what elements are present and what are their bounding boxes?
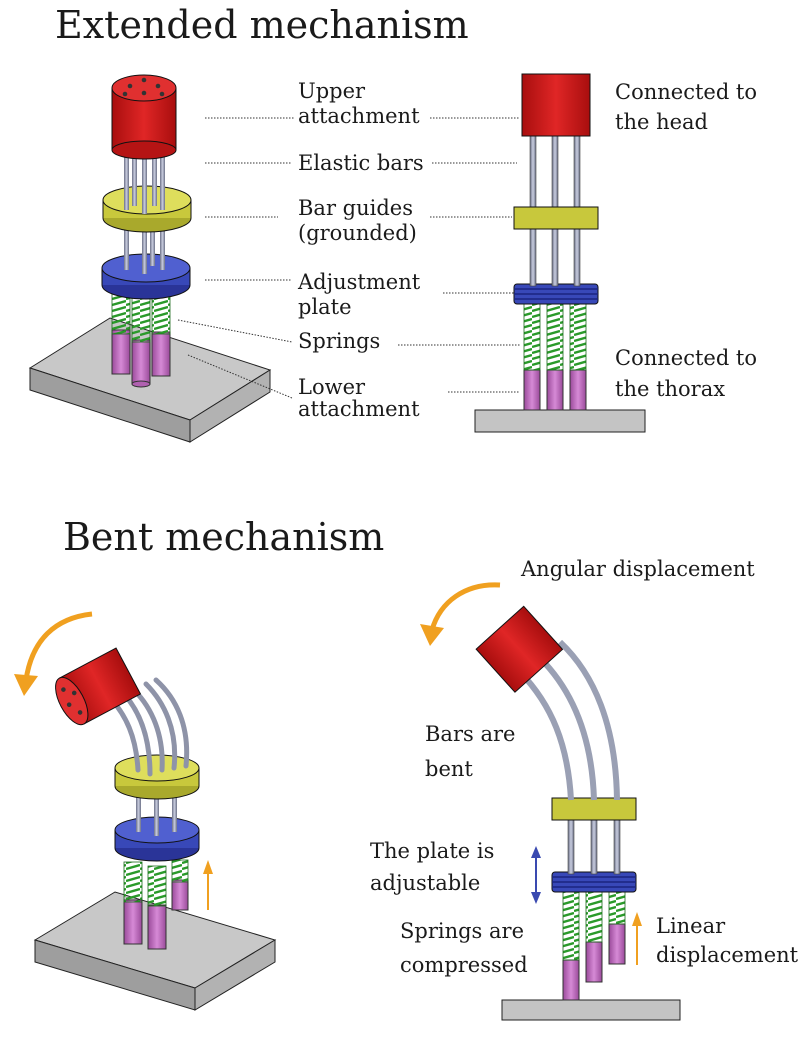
iso-angular-arrowhead	[14, 674, 38, 696]
label-springs: Springs	[298, 329, 380, 353]
iso-springs	[111, 287, 171, 343]
bent-side-adjustment-plate	[551, 871, 637, 893]
bent-iso-upper-attachment	[55, 647, 142, 726]
label-bar-guides-line2: (grounded)	[298, 221, 417, 245]
bent-iso-lower-attachment	[123, 879, 189, 950]
iso-lower-attachment	[111, 329, 171, 388]
label-head-line1: Connected to	[615, 80, 757, 104]
label-linear-displacement-line1: Linear	[656, 914, 726, 938]
bent-side-upper-attachment	[475, 605, 564, 693]
bent-iso-model	[14, 611, 277, 1011]
side-upper-attachment	[521, 73, 591, 137]
side-base-plate	[474, 409, 646, 433]
extended-leader-lines	[177, 117, 520, 399]
extended-side-view	[474, 73, 646, 433]
extended-title: Extended mechanism	[55, 3, 469, 47]
bent-iso-bars-lower	[136, 792, 177, 836]
label-bars-bent-line2: bent	[425, 757, 473, 781]
label-head-line2: the head	[615, 110, 708, 134]
label-upper-attachment-line1: Upper	[298, 79, 366, 103]
iso-upper-attachment	[111, 74, 177, 160]
label-angular-displacement: Angular displacement	[520, 557, 755, 581]
side-adjustment-plate	[513, 283, 599, 305]
label-adjustment-plate-line2: plate	[298, 295, 352, 319]
side-angular-arrowhead	[420, 624, 444, 646]
bent-side-bar-guide	[551, 797, 637, 821]
extended-iso-model	[28, 74, 272, 443]
label-elastic-bars: Elastic bars	[298, 151, 424, 175]
label-linear-displacement-line2: displacement	[656, 943, 799, 967]
iso-adjustment-plate	[101, 253, 191, 300]
label-lower-attachment-line1: Lower	[298, 375, 366, 399]
label-springs-compressed-line2: compressed	[400, 953, 528, 977]
side-lower-attachment	[523, 369, 587, 411]
label-plate-adjustable-line1: The plate is	[370, 839, 494, 863]
iso-angular-arrow	[23, 611, 93, 681]
side-linear-arrowhead	[632, 912, 642, 926]
plate-adjust-arrowhead-down	[531, 892, 541, 904]
side-bar-guide	[513, 206, 599, 230]
iso-bars-upper	[124, 146, 165, 214]
label-bars-bent-line1: Bars are	[425, 722, 515, 746]
bent-labels: Angular displacement Bars are bent The p…	[370, 557, 799, 977]
side-springs	[523, 302, 587, 371]
bent-side-lower-bars	[567, 817, 621, 875]
label-thorax-line2: the thorax	[615, 377, 725, 401]
label-plate-adjustable-line2: adjustable	[370, 871, 480, 895]
plate-adjust-arrowhead-up	[531, 846, 541, 858]
label-springs-compressed-line1: Springs are	[400, 919, 524, 943]
label-thorax-line1: Connected to	[615, 346, 757, 370]
label-bar-guides-line1: Bar guides	[298, 196, 413, 220]
extended-labels: Upper attachment Elastic bars Bar guides…	[297, 79, 757, 421]
label-upper-attachment-line2: attachment	[298, 104, 420, 128]
bent-side-lower-attachment	[562, 923, 626, 1001]
iso-linear-arrowhead	[203, 860, 213, 874]
bent-iso-springs	[123, 859, 189, 907]
bent-side-base-plate	[501, 999, 681, 1021]
bent-iso-bar-guide	[114, 754, 200, 800]
bent-title: Bent mechanism	[63, 515, 384, 559]
side-angular-arrow	[429, 582, 501, 631]
iso-bars-lower	[124, 222, 165, 274]
label-lower-attachment-line2: attachment	[298, 397, 420, 421]
bent-side-bent-bars	[517, 639, 620, 801]
bent-side-view	[420, 582, 681, 1021]
label-adjustment-plate-line1: Adjustment	[297, 270, 421, 294]
